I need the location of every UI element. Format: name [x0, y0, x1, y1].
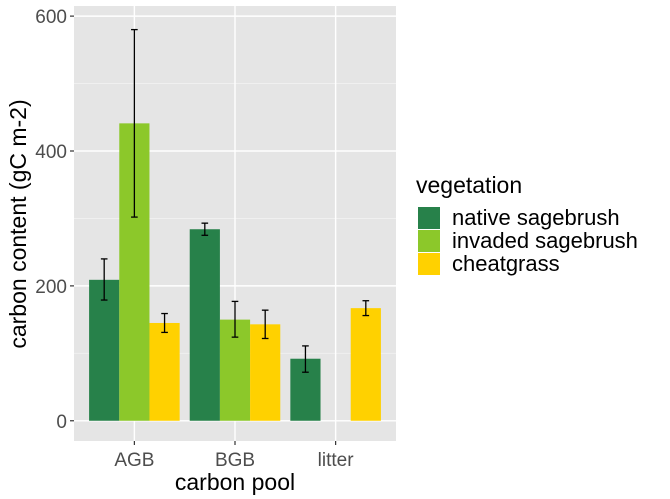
bar-cheatgrass — [250, 324, 281, 421]
legend-key-native-sagebrush — [418, 207, 440, 229]
x-axis: AGB BGB litter — [114, 441, 354, 471]
bar-native-sagebrush — [89, 279, 120, 421]
x-tick-label: litter — [318, 450, 355, 471]
y-axis: 0 200 400 600 — [35, 7, 74, 433]
legend-title: vegetation — [416, 172, 522, 198]
legend-label-native-sagebrush: native sagebrush — [452, 205, 620, 230]
bar-cheatgrass — [149, 322, 180, 421]
y-tick-label: 400 — [35, 142, 67, 163]
legend-key-cheatgrass — [418, 253, 440, 275]
bar-cheatgrass — [350, 308, 381, 421]
x-tick-label: BGB — [215, 450, 255, 471]
y-axis-title: carbon content (gC m-2) — [5, 99, 31, 348]
y-tick-label: 600 — [35, 7, 67, 28]
x-axis-title: carbon pool — [175, 469, 295, 495]
error-bars — [100, 28, 370, 373]
bar-native-sagebrush — [189, 229, 220, 421]
legend-label-invaded-sagebrush: invaded sagebrush — [452, 228, 638, 253]
legend-key-invaded-sagebrush — [418, 230, 440, 252]
y-tick-label: 0 — [56, 412, 67, 433]
x-tick-label: AGB — [114, 450, 154, 471]
y-tick-label: 200 — [35, 277, 67, 298]
legend-label-cheatgrass: cheatgrass — [452, 251, 560, 276]
